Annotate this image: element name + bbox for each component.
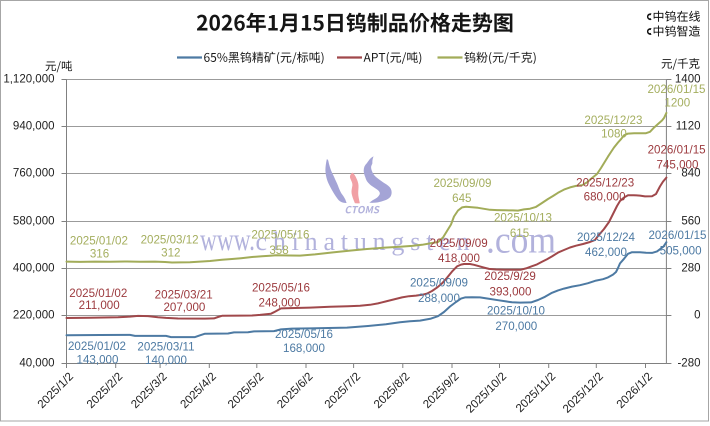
svg-text:2025/12/23: 2025/12/23 — [584, 114, 642, 127]
svg-text:316: 316 — [90, 248, 109, 261]
svg-text:2025/09/09: 2025/09/09 — [410, 277, 468, 290]
svg-text:505,000: 505,000 — [660, 245, 702, 258]
svg-text:2025/05/16: 2025/05/16 — [251, 228, 309, 241]
svg-text:2025/01/02: 2025/01/02 — [70, 234, 128, 247]
svg-text:393,000: 393,000 — [490, 285, 532, 298]
svg-text:1200: 1200 — [664, 96, 690, 109]
svg-text:0: 0 — [694, 309, 700, 321]
svg-text:.com: .com — [486, 220, 556, 262]
svg-text:2026/01/15: 2026/01/15 — [647, 83, 705, 96]
svg-text:2025/03/21: 2025/03/21 — [155, 289, 213, 302]
svg-text:143,000: 143,000 — [77, 354, 119, 367]
svg-text:2025/12/23: 2025/12/23 — [576, 176, 634, 189]
svg-text:2025/12/24: 2025/12/24 — [577, 231, 636, 244]
svg-text:207,000: 207,000 — [163, 301, 205, 314]
svg-text:462,000: 462,000 — [585, 246, 627, 259]
svg-text:2025/05/16: 2025/05/16 — [252, 282, 310, 295]
svg-text:2025/05/16: 2025/05/16 — [275, 328, 333, 341]
svg-text:2025/09/09: 2025/09/09 — [433, 177, 491, 190]
svg-text:140,000: 140,000 — [145, 354, 187, 367]
svg-text:211,000: 211,000 — [79, 299, 120, 312]
svg-text:840: 840 — [681, 167, 700, 179]
svg-text:2025/10/10: 2025/10/10 — [487, 304, 545, 317]
svg-text:280: 280 — [681, 262, 700, 274]
svg-text:2026/01/15: 2026/01/15 — [648, 143, 706, 156]
svg-text:400,000: 400,000 — [13, 262, 55, 274]
svg-text:2025/01/02: 2025/01/02 — [69, 287, 127, 300]
svg-text:1080: 1080 — [601, 128, 627, 141]
svg-text:760,000: 760,000 — [13, 167, 55, 179]
svg-text:2025/03/12: 2025/03/12 — [141, 233, 199, 246]
svg-text:2026/01/15: 2026/01/15 — [648, 229, 706, 242]
svg-text:2025/9/29: 2025/9/29 — [484, 270, 536, 283]
svg-text:www.: www. — [200, 221, 255, 257]
svg-text:418,000: 418,000 — [438, 252, 480, 265]
svg-text:312: 312 — [161, 246, 180, 259]
svg-text:40,000: 40,000 — [19, 357, 54, 369]
svg-text:1,120,000: 1,120,000 — [3, 73, 54, 85]
svg-text:680,000: 680,000 — [584, 190, 626, 203]
svg-text:560: 560 — [681, 215, 700, 227]
svg-text:580,000: 580,000 — [13, 215, 55, 227]
svg-text:2025/03/11: 2025/03/11 — [137, 340, 194, 353]
svg-text:288,000: 288,000 — [418, 292, 460, 305]
svg-text:220,000: 220,000 — [13, 309, 55, 321]
svg-text:1400: 1400 — [675, 73, 701, 85]
svg-text:2025/09/09: 2025/09/09 — [430, 237, 488, 250]
svg-text:-280: -280 — [677, 357, 700, 369]
svg-text:940,000: 940,000 — [13, 120, 55, 132]
svg-text:615: 615 — [510, 227, 529, 240]
svg-text:2025/01/02: 2025/01/02 — [68, 340, 126, 353]
svg-text:168,000: 168,000 — [283, 342, 325, 355]
svg-text:1120: 1120 — [676, 120, 701, 132]
svg-text:645: 645 — [452, 192, 471, 205]
svg-text:270,000: 270,000 — [495, 320, 537, 333]
svg-text:248,000: 248,000 — [259, 296, 301, 309]
svg-text:745,000: 745,000 — [657, 158, 699, 171]
svg-text:2025/10/13: 2025/10/13 — [494, 212, 552, 225]
svg-text:358: 358 — [269, 244, 288, 257]
